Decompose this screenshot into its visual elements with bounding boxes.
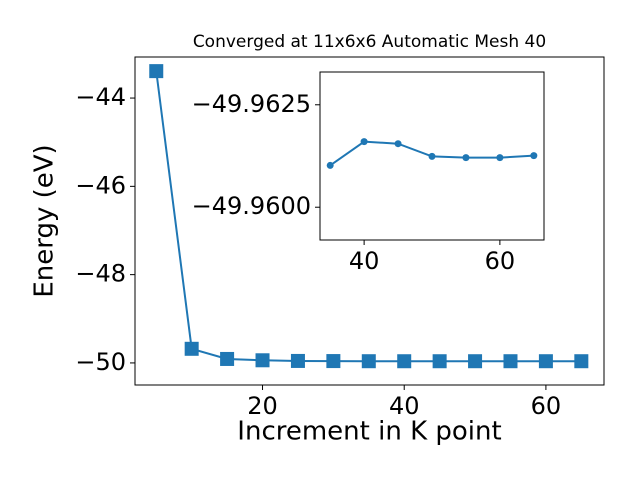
marker bbox=[220, 351, 235, 366]
marker bbox=[290, 353, 305, 368]
marker bbox=[428, 152, 436, 160]
y-tick-label: −49.9625 bbox=[192, 90, 311, 118]
x-tick-label: 60 bbox=[531, 392, 562, 420]
x-tick-label: 60 bbox=[485, 247, 516, 275]
y-tick-label: −46 bbox=[75, 171, 126, 199]
marker bbox=[538, 354, 553, 369]
marker bbox=[360, 138, 368, 146]
x-axis-label: Increment in K point bbox=[237, 417, 501, 447]
marker bbox=[397, 354, 412, 369]
y-tick-label: −44 bbox=[75, 83, 126, 111]
marker bbox=[326, 161, 334, 169]
x-tick-label: 40 bbox=[389, 392, 420, 420]
x-tick-label: 20 bbox=[247, 392, 278, 420]
y-tick-label: −49.9600 bbox=[192, 192, 311, 220]
x-tick-label: 40 bbox=[349, 247, 380, 275]
y-tick-label: −50 bbox=[75, 348, 126, 376]
y-tick-label: −48 bbox=[75, 260, 126, 288]
marker bbox=[468, 354, 483, 369]
marker bbox=[326, 354, 341, 369]
marker bbox=[361, 354, 376, 369]
marker bbox=[255, 353, 270, 368]
marker bbox=[530, 152, 538, 160]
marker bbox=[496, 154, 504, 162]
marker bbox=[149, 64, 164, 79]
marker bbox=[394, 140, 402, 148]
marker bbox=[462, 154, 470, 162]
marker bbox=[574, 354, 589, 369]
chart-title: Converged at 11x6x6 Automatic Mesh 40 bbox=[193, 32, 546, 52]
marker bbox=[184, 341, 199, 356]
marker bbox=[432, 354, 447, 369]
marker bbox=[503, 354, 518, 369]
y-axis-label: Energy (eV) bbox=[30, 144, 60, 297]
